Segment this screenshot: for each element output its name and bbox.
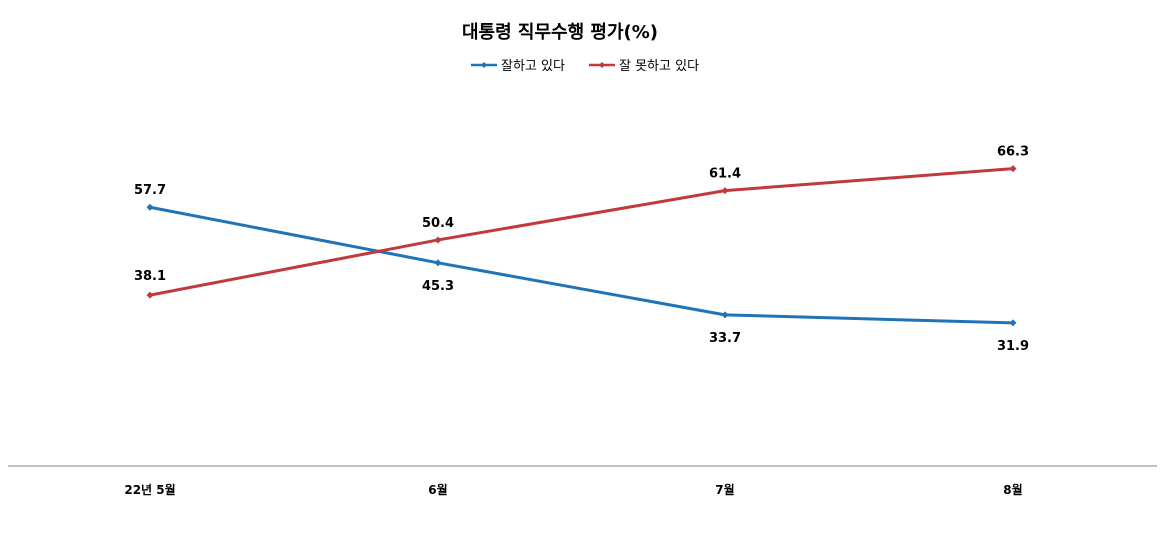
- x-tick-label: 7월: [715, 482, 734, 497]
- x-axis-tick-labels: 22년 5월 6월 7월 8월: [124, 482, 1022, 497]
- data-point: [721, 187, 729, 195]
- data-label: 31.9: [997, 339, 1029, 354]
- chart-title: 대통령 직무수행 평가(%): [462, 22, 658, 43]
- data-point: [721, 311, 729, 319]
- data-point: [434, 236, 442, 244]
- data-label: 38.1: [134, 269, 166, 284]
- series-line-0: [149, 205, 1014, 325]
- data-point: [434, 259, 442, 267]
- legend-item-1: 잘 못하고 있다: [589, 59, 699, 74]
- x-tick-label: 6월: [428, 482, 447, 497]
- x-tick-label: 8월: [1003, 482, 1022, 497]
- series-line-1: [149, 167, 1014, 297]
- legend-swatch-marker: [599, 62, 605, 68]
- data-point: [1009, 319, 1017, 327]
- data-label: 50.4: [422, 216, 454, 231]
- data-label: 66.3: [997, 145, 1029, 160]
- data-label: 33.7: [709, 331, 741, 346]
- data-point: [146, 291, 154, 299]
- x-tick-label: 22년 5월: [124, 482, 175, 497]
- legend-label: 잘하고 있다: [501, 59, 565, 74]
- data-label: 57.7: [134, 183, 166, 198]
- series-layer: [146, 165, 1017, 327]
- data-point: [1009, 165, 1017, 173]
- data-label: 45.3: [422, 279, 454, 294]
- legend-swatch-marker: [481, 62, 487, 68]
- data-point: [146, 203, 154, 211]
- legend-item-0: 잘하고 있다: [471, 59, 565, 74]
- data-labels: 57.7 38.1 45.3 50.4 33.7 61.4 31.9 66.3: [134, 145, 1029, 354]
- legend: 잘하고 있다 잘 못하고 있다: [471, 59, 699, 74]
- legend-label: 잘 못하고 있다: [619, 59, 699, 74]
- data-label: 61.4: [709, 167, 741, 182]
